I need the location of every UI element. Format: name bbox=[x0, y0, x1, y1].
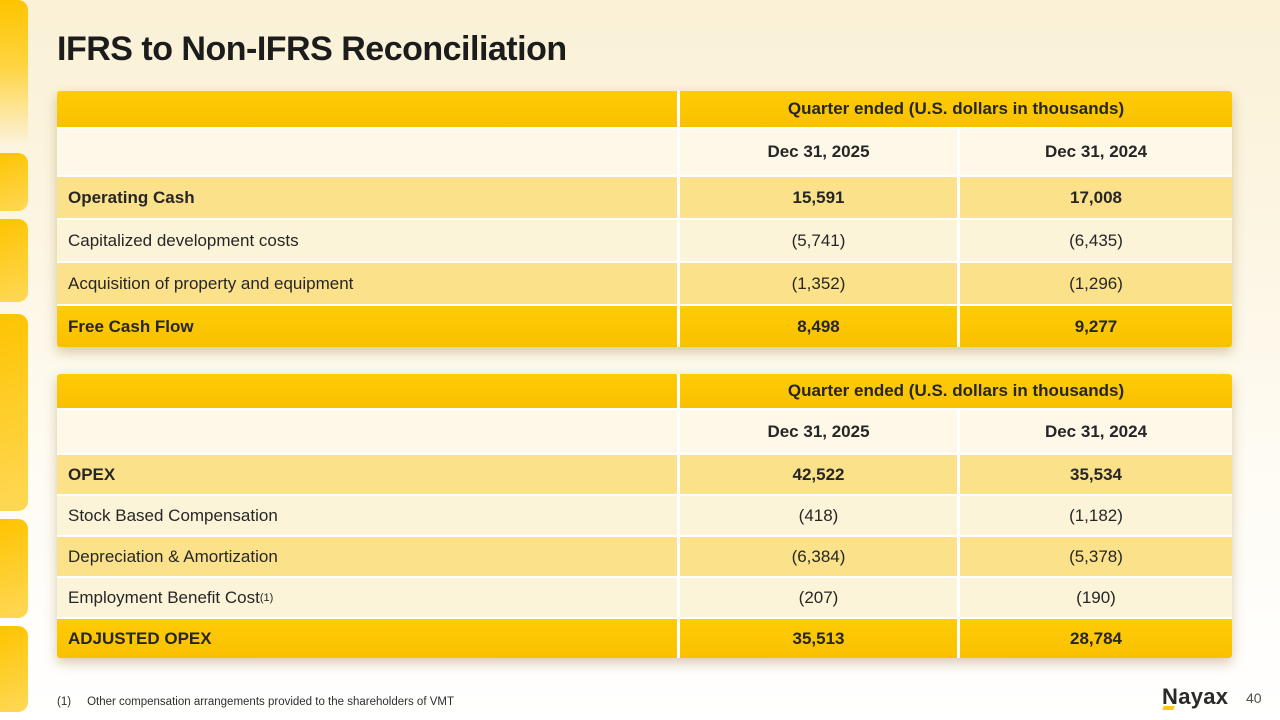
table-header-row: Quarter ended (U.S. dollars in thousands… bbox=[57, 91, 1232, 127]
row-value-2025: 35,513 bbox=[680, 619, 957, 658]
row-value-2025: 42,522 bbox=[680, 455, 957, 494]
row-value-2024: 17,008 bbox=[960, 177, 1232, 218]
header-spacer-cell bbox=[57, 374, 677, 408]
table-row: Stock Based Compensation (418) (1,182) bbox=[57, 496, 1232, 535]
table-row: Acquisition of property and equipment (1… bbox=[57, 263, 1232, 304]
row-label: Capitalized development costs bbox=[57, 220, 677, 261]
column-header-spacer bbox=[57, 129, 677, 175]
row-label: OPEX bbox=[57, 455, 677, 494]
row-value-2024: (1,182) bbox=[960, 496, 1232, 535]
column-header-spacer bbox=[57, 410, 677, 453]
table-total-row: Free Cash Flow 8,498 9,277 bbox=[57, 306, 1232, 347]
row-label: Stock Based Compensation bbox=[57, 496, 677, 535]
column-header-row: Dec 31, 2025 Dec 31, 2024 bbox=[57, 129, 1232, 175]
row-value-2024: 35,534 bbox=[960, 455, 1232, 494]
table-row: Operating Cash 15,591 17,008 bbox=[57, 177, 1232, 218]
table-row: OPEX 42,522 35,534 bbox=[57, 455, 1232, 494]
table-row: Depreciation & Amortization (6,384) (5,3… bbox=[57, 537, 1232, 576]
footnote-marker: (1) bbox=[57, 696, 72, 708]
nayax-logo: Nayax bbox=[1162, 684, 1228, 710]
row-value-2024: (1,296) bbox=[960, 263, 1232, 304]
rail-segment-4 bbox=[0, 314, 28, 511]
table-row: Capitalized development costs (5,741) (6… bbox=[57, 220, 1232, 261]
header-spacer-cell bbox=[57, 91, 677, 127]
row-value-2025: (6,384) bbox=[680, 537, 957, 576]
table-row: Employment Benefit Cost (1) (207) (190) bbox=[57, 578, 1232, 617]
table-adjusted-opex: Quarter ended (U.S. dollars in thousands… bbox=[57, 374, 1232, 658]
row-value-2025: (207) bbox=[680, 578, 957, 617]
rail-segment-1 bbox=[0, 0, 28, 145]
footnote: (1) Other compensation arrangements prov… bbox=[57, 696, 454, 708]
row-value-2024: (190) bbox=[960, 578, 1232, 617]
logo-yellow-accent bbox=[1162, 706, 1175, 710]
row-label: ADJUSTED OPEX bbox=[57, 619, 677, 658]
row-label-text: Employment Benefit Cost bbox=[68, 587, 260, 607]
row-value-2025: (1,352) bbox=[680, 263, 957, 304]
rail-segment-3 bbox=[0, 219, 28, 302]
column-header-2025: Dec 31, 2025 bbox=[680, 129, 957, 175]
row-label: Employment Benefit Cost (1) bbox=[57, 578, 677, 617]
row-value-2025: (418) bbox=[680, 496, 957, 535]
table-header: Quarter ended (U.S. dollars in thousands… bbox=[680, 374, 1232, 408]
row-value-2025: 15,591 bbox=[680, 177, 957, 218]
rail-segment-5 bbox=[0, 519, 28, 618]
column-header-2024: Dec 31, 2024 bbox=[960, 129, 1232, 175]
row-value-2025: 8,498 bbox=[680, 306, 957, 347]
row-value-2024: (6,435) bbox=[960, 220, 1232, 261]
logo-rest: ayax bbox=[1178, 684, 1229, 709]
footnote-text: Other compensation arrangements provided… bbox=[87, 696, 454, 708]
row-value-2024: (5,378) bbox=[960, 537, 1232, 576]
row-label: Operating Cash bbox=[57, 177, 677, 218]
table-total-row: ADJUSTED OPEX 35,513 28,784 bbox=[57, 619, 1232, 658]
row-label: Acquisition of property and equipment bbox=[57, 263, 677, 304]
table-header: Quarter ended (U.S. dollars in thousands… bbox=[680, 91, 1232, 127]
row-label: Free Cash Flow bbox=[57, 306, 677, 347]
column-header-2024: Dec 31, 2024 bbox=[960, 410, 1232, 453]
row-value-2024: 9,277 bbox=[960, 306, 1232, 347]
page-title: IFRS to Non-IFRS Reconciliation bbox=[57, 30, 567, 68]
column-header-2025: Dec 31, 2025 bbox=[680, 410, 957, 453]
logo-first-letter: N bbox=[1162, 684, 1179, 709]
column-header-row: Dec 31, 2025 Dec 31, 2024 bbox=[57, 410, 1232, 453]
row-value-2025: (5,741) bbox=[680, 220, 957, 261]
table-free-cash-flow: Quarter ended (U.S. dollars in thousands… bbox=[57, 91, 1232, 347]
row-value-2024: 28,784 bbox=[960, 619, 1232, 658]
table-header-row: Quarter ended (U.S. dollars in thousands… bbox=[57, 374, 1232, 408]
rail-segment-2 bbox=[0, 153, 28, 211]
row-label: Depreciation & Amortization bbox=[57, 537, 677, 576]
page-number: 40 bbox=[1246, 690, 1262, 706]
rail-segment-6 bbox=[0, 626, 28, 712]
